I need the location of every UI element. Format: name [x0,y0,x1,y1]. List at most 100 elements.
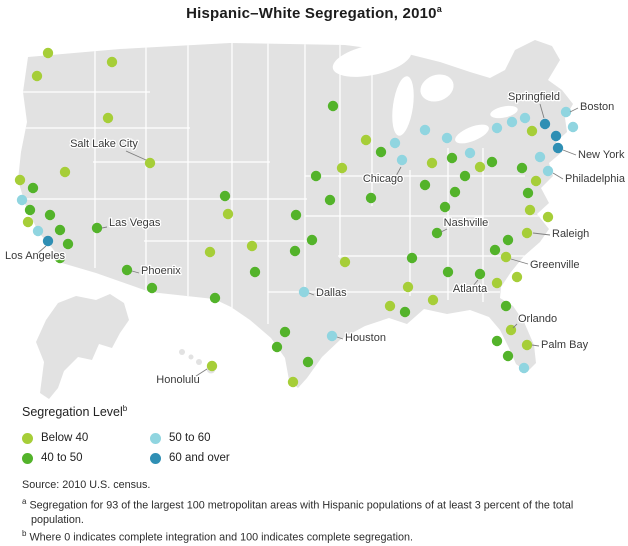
metro-dot [360,134,372,146]
metro-dot [121,264,133,276]
city-label-houston: Houston [345,332,386,344]
metro-dot [22,216,34,228]
metro-dot [567,121,579,133]
footnote-b-marker: b [22,529,27,539]
metro-dot [287,376,299,388]
metro-dot [542,211,554,223]
metro-dot [399,306,411,318]
metro-dot [542,165,554,177]
title-text: Hispanic–White Segregation, 2010 [186,5,437,22]
metro-dot [441,132,453,144]
metro-dot [419,124,431,136]
metro-dot [389,137,401,149]
metro-dot [516,162,528,174]
source-note: Source: 2010 U.S. census. [22,479,151,491]
legend-title-superscript: b [122,404,128,413]
metro-dot [336,162,348,174]
metro-dot [406,252,418,264]
city-label-new-york: New York [578,149,625,161]
leader-line-new-york [562,149,577,156]
metro-dot [474,161,486,173]
metro-dot [32,225,44,237]
metro-dot [491,335,503,347]
leader-line-dallas [308,292,315,296]
city-label-chicago: Chicago [363,173,403,185]
city-label-phoenix: Phoenix [141,265,181,277]
leader-line-chicago [395,166,402,177]
metro-dot [375,146,387,158]
metro-dot [486,156,498,168]
city-label-palm-bay: Palm Bay [541,339,589,351]
metro-dot [550,130,562,142]
metro-dot [310,170,322,182]
metro-dot [384,300,396,312]
metro-dot [539,118,551,130]
legend-swatch-40-to-50 [22,452,33,464]
page-title: Hispanic–White Segregation, 2010a [0,4,628,22]
metro-dot [327,100,339,112]
metro-dot [446,152,458,164]
metro-dot [521,227,533,239]
leader-line-las-vegas [101,226,108,229]
metro-dot [302,356,314,368]
footnote-a-text: Segregation for 93 of the largest 100 me… [29,499,574,526]
metro-dot [91,222,103,234]
leader-line-palm-bay [531,344,540,347]
title-superscript: a [436,4,442,14]
metro-dot [524,204,536,216]
metro-dot [59,166,71,178]
metro-dot [500,300,512,312]
metro-dot [44,209,56,221]
metro-dot [519,112,531,124]
metro-dot [290,209,302,221]
metro-dot [209,292,221,304]
metro-dot [560,106,572,118]
metro-dot [326,330,338,342]
metro-dot [324,194,336,206]
leader-line-nashville [440,228,448,233]
metro-dot [431,227,443,239]
leader-line-houston [336,336,344,340]
metro-dot [511,271,523,283]
city-label-atlanta: Atlanta [453,283,488,295]
leader-line-orlando [512,323,518,329]
metro-dot [530,175,542,187]
metro-dots-layer [14,47,579,388]
metro-dot [271,341,283,353]
metro-dot [54,252,66,264]
leader-line-salt-lake-city [125,150,147,161]
metro-dot [16,194,28,206]
city-label-nashville: Nashville [444,217,489,229]
metro-dot [491,122,503,134]
legend-label-50-to-60: 50 to 60 [169,432,211,445]
metro-dot [365,192,377,204]
metro-dot [289,245,301,257]
footnote-b: b Where 0 indicates complete integration… [22,529,600,545]
metro-dot [522,187,534,199]
city-label-raleigh: Raleigh [552,228,589,240]
metro-dot [204,246,216,258]
leader-line-honolulu [192,368,208,379]
metro-dot [526,125,538,137]
leader-line-springfield [539,103,545,119]
leader-line-atlanta [472,279,479,287]
city-labels-layer: Springfield Boston New York Philadelphia Sal… [4,90,627,388]
metro-dot [14,174,26,186]
metro-dot [518,362,530,374]
metro-dot [222,208,234,220]
legend-item-60-and-over: 60 and over [150,452,300,464]
city-label-orlando: Orlando [518,313,557,325]
metro-dot [442,266,454,278]
metro-dot [439,201,451,213]
metro-dot [464,147,476,159]
leader-line-boston [569,107,579,113]
great-lakes [332,43,518,144]
legend: Segregation Levelb Below 40 40 to 50 50 … [22,404,300,468]
metro-dot [206,360,218,372]
alaska-shape [36,294,129,399]
metro-dot [459,170,471,182]
city-label-los-angeles: Los Angeles [5,250,65,262]
legend-item-below-40: Below 40 [22,432,150,444]
metro-dot [339,256,351,268]
